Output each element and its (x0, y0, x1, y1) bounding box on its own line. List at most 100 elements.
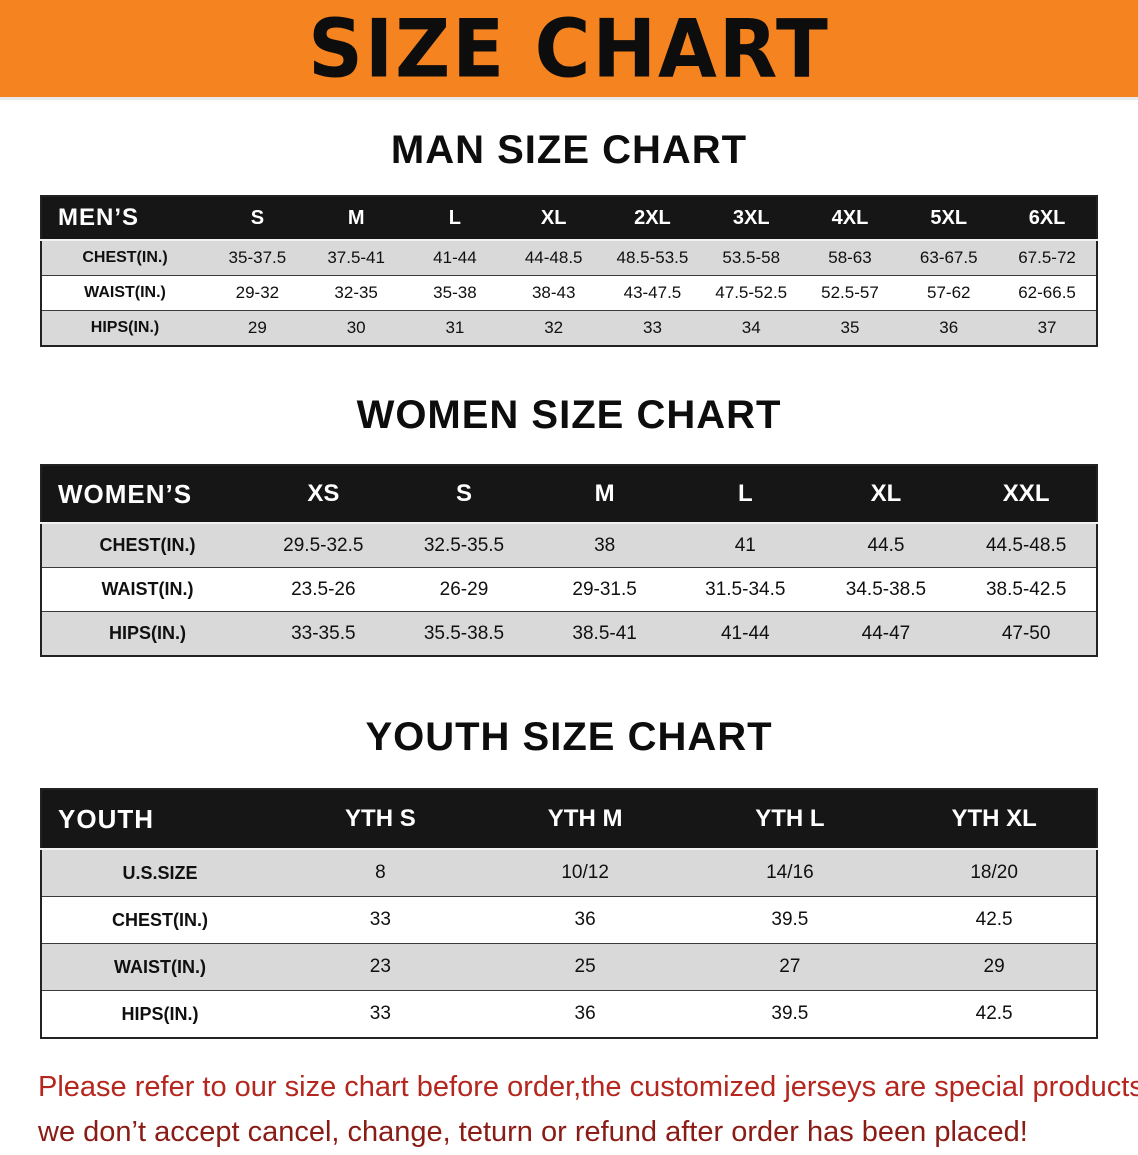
men-size-section: MAN SIZE CHART MEN’S S M L XL 2XL 3XL 4XL 5XL 6XL… (0, 100, 1138, 347)
row-label: CHEST(IN.) (99, 535, 196, 555)
size-value: 38-43 (531, 283, 576, 302)
table-row: WAIST(IN.) 29-32 32-35 35-38 38-43 43-47.5 47.… (41, 275, 1097, 311)
table-row: CHEST(IN.) 33 36 39.5 42.5 (41, 896, 1097, 944)
size-column-header: 2XL (603, 196, 702, 241)
size-value: 32-35 (334, 283, 378, 302)
notice-line-2: we don’t accept cancel, change, teturn o… (38, 1115, 1028, 1148)
size-column-header: 4XL (800, 196, 900, 241)
women-size-table: WOMEN’S XS S M L XL XXL CHEST(IN.) 29.5-32.5 32.5… (40, 464, 1098, 657)
table-corner-label: WOMEN’S (41, 465, 253, 524)
size-value: 36 (939, 318, 959, 337)
size-value: 44-47 (861, 622, 911, 644)
size-value: 47-50 (1001, 622, 1051, 644)
order-notice: Please refer to our size chart before or… (38, 1065, 1138, 1155)
size-value: 52.5-57 (821, 283, 879, 302)
size-value: 39.5 (771, 1003, 809, 1024)
size-value: 67.5-72 (1018, 248, 1076, 267)
size-column-header: XL (504, 196, 604, 241)
men-size-table: MEN’S S M L XL 2XL 3XL 4XL 5XL 6XL CHEST(IN.) 35-37… (40, 195, 1098, 347)
size-value: 31 (445, 318, 465, 337)
youth-section-heading: YOUTH SIZE CHART (365, 715, 773, 759)
row-label: WAIST(IN.) (84, 284, 166, 301)
size-column-header: YTH XL (892, 789, 1097, 850)
size-column-header: 5XL (899, 196, 999, 241)
size-value: 38 (594, 534, 616, 556)
size-value: 32 (544, 318, 564, 337)
row-label: HIPS(IN.) (108, 623, 186, 643)
youth-size-section: YOUTH SIZE CHART YOUTH YTH S YTH M YTH L YTH… (0, 657, 1138, 1039)
size-column-header: M (306, 196, 406, 241)
row-label: HIPS(IN.) (121, 1003, 199, 1024)
size-value: 43-47.5 (623, 283, 682, 302)
size-value: 33 (642, 318, 662, 337)
size-column-header: S (393, 465, 535, 524)
size-value: 29-32 (235, 283, 280, 302)
size-value: 32.5-35.5 (423, 534, 505, 556)
size-value: 29 (247, 318, 267, 337)
size-value: 33 (369, 909, 391, 930)
banner: SIZE CHART (0, 0, 1138, 100)
size-value: 8 (375, 862, 386, 883)
size-value: 48.5-53.5 (616, 248, 689, 267)
size-value: 38.5-41 (572, 622, 637, 644)
men-section-heading: MAN SIZE CHART (390, 128, 748, 172)
size-value: 37.5-41 (327, 248, 385, 267)
size-column-header: L (405, 196, 505, 241)
women-size-section: WOMEN SIZE CHART WOMEN’S XS S M L XL XXL CHEST(… (0, 347, 1138, 657)
size-value: 41-44 (720, 622, 770, 644)
size-value: 10/12 (561, 862, 609, 883)
table-row: WAIST(IN.) 23.5-26 26-29 29-31.5 31.5-34.5 34… (41, 567, 1097, 612)
table-row: HIPS(IN.) 29 30 31 32 33 34 35 36 37 (41, 310, 1097, 346)
row-label: U.S.SIZE (122, 862, 198, 883)
table-corner-label: MEN’S (41, 196, 208, 241)
size-value: 18/20 (970, 862, 1018, 883)
size-value: 23.5-26 (291, 578, 356, 600)
row-label: HIPS(IN.) (90, 319, 160, 336)
size-value: 39.5 (771, 909, 809, 930)
size-value: 14/16 (766, 862, 814, 883)
size-value: 44.5-48.5 (985, 534, 1067, 556)
size-column-header: XL (815, 465, 957, 524)
size-value: 35-38 (433, 283, 477, 302)
size-value: 31.5-34.5 (705, 578, 786, 600)
size-column-header: XS (253, 465, 394, 524)
size-column-header: XXL (956, 465, 1097, 524)
size-value: 34 (741, 318, 761, 337)
women-section-heading: WOMEN SIZE CHART (356, 393, 782, 437)
table-header-row: WOMEN’S XS S M L XL XXL (41, 465, 1097, 524)
size-value: 63-67.5 (919, 248, 978, 267)
size-value: 53.5-58 (722, 248, 781, 267)
size-value: 29.5-32.5 (283, 534, 364, 556)
size-value: 25 (574, 956, 596, 977)
row-label: WAIST(IN.) (101, 579, 194, 599)
size-value: 44-48.5 (524, 248, 583, 267)
size-value: 26-29 (439, 578, 489, 600)
page-title: SIZE CHART (308, 1, 830, 96)
size-column-header: 3XL (701, 196, 801, 241)
size-value: 47.5-52.5 (715, 283, 788, 302)
size-value: 44.5 (867, 534, 905, 556)
size-value: 35 (840, 318, 860, 337)
size-value: 29 (983, 956, 1005, 977)
size-value: 42.5 (975, 1003, 1013, 1024)
size-value: 30 (346, 318, 366, 337)
size-value: 41-44 (433, 248, 477, 267)
size-value: 34.5-38.5 (845, 578, 927, 600)
row-label: CHEST(IN.) (112, 909, 208, 930)
size-value: 62-66.5 (1018, 283, 1076, 302)
size-value: 36 (574, 1003, 596, 1024)
table-row: CHEST(IN.) 35-37.5 37.5-41 41-44 44-48.5 48.5… (41, 240, 1097, 276)
size-value: 58-63 (828, 248, 872, 267)
size-value: 57-62 (927, 283, 971, 302)
row-label: WAIST(IN.) (114, 956, 206, 977)
size-value: 33 (369, 1003, 391, 1024)
size-column-header: YTH M (482, 789, 688, 850)
size-value: 35-37.5 (228, 248, 287, 267)
table-header-row: MEN’S S M L XL 2XL 3XL 4XL 5XL 6XL (41, 196, 1097, 241)
youth-size-table: YOUTH YTH S YTH M YTH L YTH XL U.S.SIZE 8 10/12… (40, 788, 1098, 1039)
size-column-header: YTH S (278, 789, 483, 850)
size-value: 29-31.5 (572, 578, 637, 600)
size-value: 23 (369, 956, 391, 977)
table-corner-label: YOUTH (41, 789, 278, 850)
